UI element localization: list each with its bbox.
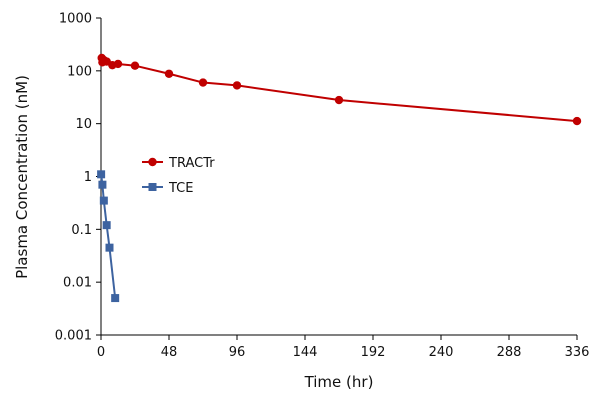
data-point-tce (102, 221, 111, 230)
legend-label-tractr: TRACTr (168, 156, 215, 171)
series-line-tractr (100, 57, 578, 123)
series-tractr (97, 53, 582, 126)
legend: TRACTr TCE (142, 156, 215, 196)
data-point-tractr (198, 78, 208, 87)
x-tick-label: 144 (293, 345, 318, 360)
legend-item-tce: TCE (142, 181, 193, 196)
x-tick-label: 192 (361, 345, 386, 360)
y-tick-label: 0.1 (71, 223, 92, 238)
x-tick-label: 0 (97, 345, 105, 360)
data-point-tce (111, 294, 120, 303)
series-tce (97, 170, 120, 303)
y-tick-label: 100 (67, 64, 92, 79)
series-line-tce (100, 174, 117, 299)
y-ticks: 0.001 0.01 0.1 1 10 100 1000 (55, 12, 101, 344)
x-tick-label: 288 (497, 345, 522, 360)
legend-label-tce: TCE (168, 181, 193, 196)
data-point-tce (97, 170, 106, 179)
x-tick-label: 96 (229, 345, 246, 360)
y-tick-label: 1 (84, 170, 92, 185)
data-point-tractr (232, 81, 242, 90)
y-tick-label: 0.01 (63, 276, 92, 291)
legend-marker-tractr (148, 157, 157, 167)
data-point-tce (98, 180, 107, 189)
data-point-tce (99, 196, 108, 205)
y-axis-title: Plasma Concentration (nM) (13, 75, 31, 279)
legend-item-tractr: TRACTr (142, 156, 215, 171)
data-point-tce (105, 243, 114, 252)
data-point-tractr (334, 95, 344, 105)
x-axis-title: Time (hr) (304, 373, 374, 391)
x-tick-label: 48 (161, 345, 178, 360)
y-tick-label: 0.001 (55, 329, 92, 344)
series-layer (97, 53, 582, 303)
x-ticks: 0 48 96 144 192 240 288 336 (97, 335, 590, 360)
data-point-tractr (113, 59, 123, 69)
legend-marker-tce (148, 183, 157, 191)
data-point-tractr (572, 116, 582, 126)
x-tick-label: 240 (429, 345, 454, 360)
data-point-tractr (130, 61, 140, 70)
x-tick-label: 336 (565, 345, 590, 360)
y-tick-label: 10 (75, 117, 92, 132)
data-point-tractr (164, 69, 174, 78)
y-tick-label: 1000 (59, 12, 92, 27)
